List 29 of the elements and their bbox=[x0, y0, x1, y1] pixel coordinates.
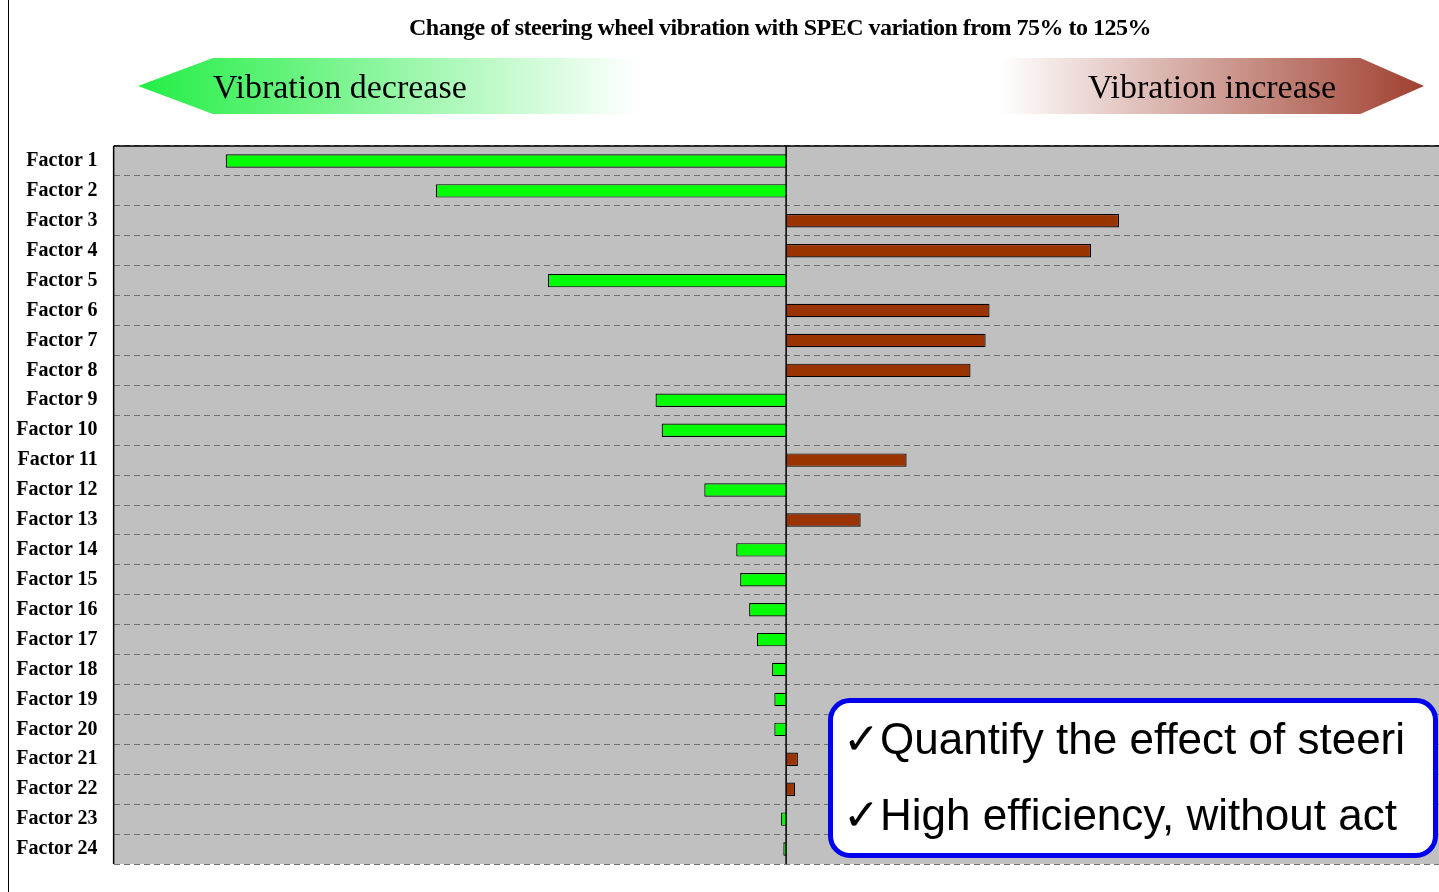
y-tick-label: Factor 14 bbox=[16, 537, 98, 560]
text: Vibration decrease bbox=[213, 68, 467, 106]
y-tick-label: Factor 1 bbox=[26, 148, 98, 171]
y-tick-label: Factor 9 bbox=[26, 387, 98, 410]
y-tick-label: Factor 10 bbox=[16, 417, 98, 440]
y-tick-label: Factor 12 bbox=[16, 477, 98, 500]
y-tick-label: Factor 18 bbox=[16, 656, 98, 679]
y-tick-label: Factor 3 bbox=[26, 207, 98, 230]
y-tick-label: Factor 16 bbox=[16, 596, 98, 619]
y-tick-label: Factor 19 bbox=[16, 686, 98, 709]
chart-title: Change of steering wheel vibration with SPEC variation from 75% to 125% bbox=[408, 14, 1152, 41]
y-tick-label: Factor 15 bbox=[16, 566, 98, 589]
y-tick-label: Factor 5 bbox=[26, 267, 98, 290]
y-tick-label: Factor 2 bbox=[26, 178, 98, 201]
y-tick-label: Factor 13 bbox=[16, 507, 98, 530]
y-tick-label: Factor 6 bbox=[26, 297, 98, 320]
y-tick-label: Factor 20 bbox=[16, 716, 98, 739]
y-tick-label: Factor 22 bbox=[16, 776, 98, 799]
y-tick-label: Factor 7 bbox=[26, 327, 98, 350]
y-tick-label: Factor 8 bbox=[26, 357, 98, 380]
y-tick-label: Factor 21 bbox=[16, 746, 98, 769]
y-tick-label: Factor 23 bbox=[16, 806, 98, 829]
text: Vibration increase bbox=[1088, 68, 1337, 106]
y-tick-label: Factor 17 bbox=[16, 626, 98, 649]
annotation: ✓High efficiency, without act bbox=[843, 789, 1397, 840]
annotation: ✓Quantify the effect of steeri bbox=[843, 713, 1406, 764]
y-tick-label: Factor 11 bbox=[17, 447, 98, 470]
y-tick-label: Factor 4 bbox=[26, 237, 98, 260]
y-tick-label: Factor 24 bbox=[16, 836, 98, 859]
